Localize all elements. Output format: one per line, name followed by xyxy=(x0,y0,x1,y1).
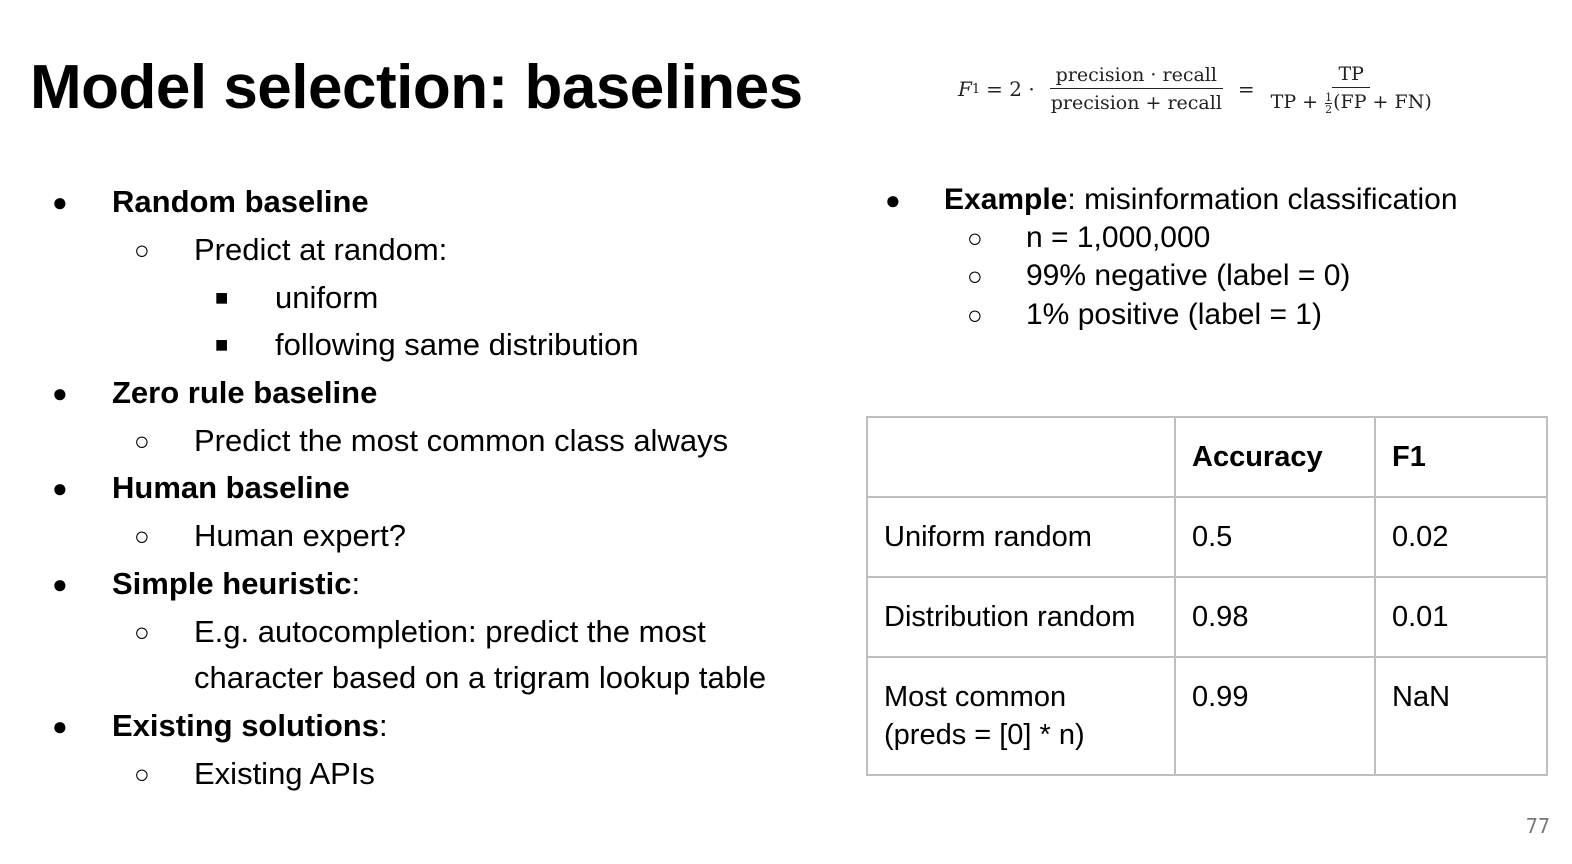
disc-bullet-icon: ● xyxy=(52,569,68,599)
disc-bullet-icon: ● xyxy=(885,185,901,215)
table-cell-f1: NaN xyxy=(1374,656,1548,776)
table-cell-accuracy: 0.99 xyxy=(1174,656,1376,776)
circle-bullet-icon: ○ xyxy=(134,235,150,265)
example-text: : misinformation classification xyxy=(1067,183,1458,216)
disc-bullet-icon: ● xyxy=(52,473,68,503)
list-item-predict-random: Predict at random: xyxy=(194,232,448,267)
disc-bullet-icon: ● xyxy=(52,187,68,217)
table-header-row: Accuracy F1 xyxy=(866,416,1548,498)
disc-bullet-icon: ● xyxy=(52,378,68,408)
page-number: 77 xyxy=(1525,814,1550,838)
formula-frac1-denominator: precision + recall xyxy=(1050,92,1222,114)
list-item-positive: 1% positive (label = 1) xyxy=(1026,298,1322,331)
page-title: Model selection: baselines xyxy=(30,53,803,122)
table-row: Most common (preds = [0] * n) 0.99 NaN xyxy=(866,656,1548,776)
circle-bullet-icon: ○ xyxy=(134,617,150,647)
table-cell-accuracy: 0.5 xyxy=(1174,496,1376,578)
list-item-uniform: uniform xyxy=(275,280,379,315)
list-item-existing-solutions: Existing solutions: xyxy=(112,706,388,746)
list-item-same-distribution: following same distribution xyxy=(275,327,639,362)
most-common-label: Most common xyxy=(884,681,1067,713)
table-header-empty xyxy=(866,416,1176,498)
table-row: Distribution random 0.98 0.01 xyxy=(866,576,1548,658)
formula-half: 1 2 xyxy=(1325,90,1333,116)
formula-eq2: = xyxy=(1237,77,1255,101)
disc-bullet-icon: ● xyxy=(52,711,68,741)
list-item-most-common: Predict the most common class always xyxy=(194,423,729,458)
circle-bullet-icon: ○ xyxy=(967,223,983,253)
table-cell-method: Distribution random xyxy=(866,576,1176,658)
list-item-zero-rule: Zero rule baseline xyxy=(112,375,378,410)
example-label: Example xyxy=(944,183,1068,216)
existing-solutions-colon: : xyxy=(378,708,388,743)
table-header-f1: F1 xyxy=(1374,416,1548,498)
table-row: Uniform random 0.5 0.02 xyxy=(866,496,1548,578)
list-item-human-baseline: Human baseline xyxy=(112,470,350,505)
table-cell-accuracy: 0.98 xyxy=(1174,576,1376,658)
list-item-human-expert: Human expert? xyxy=(194,518,406,553)
table-header-accuracy: Accuracy xyxy=(1174,416,1376,498)
simple-heuristic-colon: : xyxy=(351,566,361,601)
formula-frac2-numerator: TP xyxy=(1332,63,1370,89)
formula-half-den: 2 xyxy=(1325,102,1333,116)
table-cell-method: Uniform random xyxy=(866,496,1176,578)
square-bullet-icon: ■ xyxy=(215,285,229,310)
table-cell-method: Most common (preds = [0] * n) xyxy=(866,656,1176,776)
formula-frac2-denominator: TP + 1 2 (FP + FN) xyxy=(1265,88,1438,115)
circle-bullet-icon: ○ xyxy=(134,426,150,456)
circle-bullet-icon: ○ xyxy=(134,759,150,789)
table-cell-f1: 0.01 xyxy=(1374,576,1548,658)
circle-bullet-icon: ○ xyxy=(134,521,150,551)
list-item-autocompletion-line2: character based on a trigram lookup tabl… xyxy=(194,660,767,695)
table-cell-f1: 0.02 xyxy=(1374,496,1548,578)
formula-lhs: F xyxy=(958,77,972,101)
formula-lhs-subscript: 1 xyxy=(971,81,981,97)
list-item-negative: 99% negative (label = 0) xyxy=(1026,259,1351,292)
formula-fraction-2: TP TP + 1 2 (FP + FN) xyxy=(1265,63,1438,115)
circle-bullet-icon: ○ xyxy=(967,300,983,330)
list-item-random-baseline: Random baseline xyxy=(112,184,369,219)
square-bullet-icon: ■ xyxy=(215,332,229,357)
list-item-autocompletion-line1: E.g. autocompletion: predict the most xyxy=(194,614,706,649)
circle-bullet-icon: ○ xyxy=(967,261,983,291)
formula-frac2-den-post: (FP + FN) xyxy=(1333,91,1432,114)
formula-frac1-numerator: precision · recall xyxy=(1049,64,1223,89)
formula-fraction-1: precision · recall precision + recall xyxy=(1045,64,1228,114)
list-item-example: Example: misinformation classification xyxy=(944,180,1458,220)
list-item-simple-heuristic: Simple heuristic: xyxy=(112,564,360,604)
formula-frac2-den-pre: TP + xyxy=(1270,91,1319,114)
list-item-existing-apis: Existing APIs xyxy=(194,756,375,791)
list-item-n: n = 1,000,000 xyxy=(1026,221,1211,254)
existing-solutions-label: Existing solutions xyxy=(112,708,379,743)
results-table: Accuracy F1 Uniform random 0.5 0.02 Dist… xyxy=(866,416,1548,776)
formula-half-num: 1 xyxy=(1325,90,1333,104)
formula-eq1: = 2 · xyxy=(986,77,1035,101)
most-common-preds: (preds = [0] * n) xyxy=(884,719,1085,751)
simple-heuristic-label: Simple heuristic xyxy=(112,566,352,601)
